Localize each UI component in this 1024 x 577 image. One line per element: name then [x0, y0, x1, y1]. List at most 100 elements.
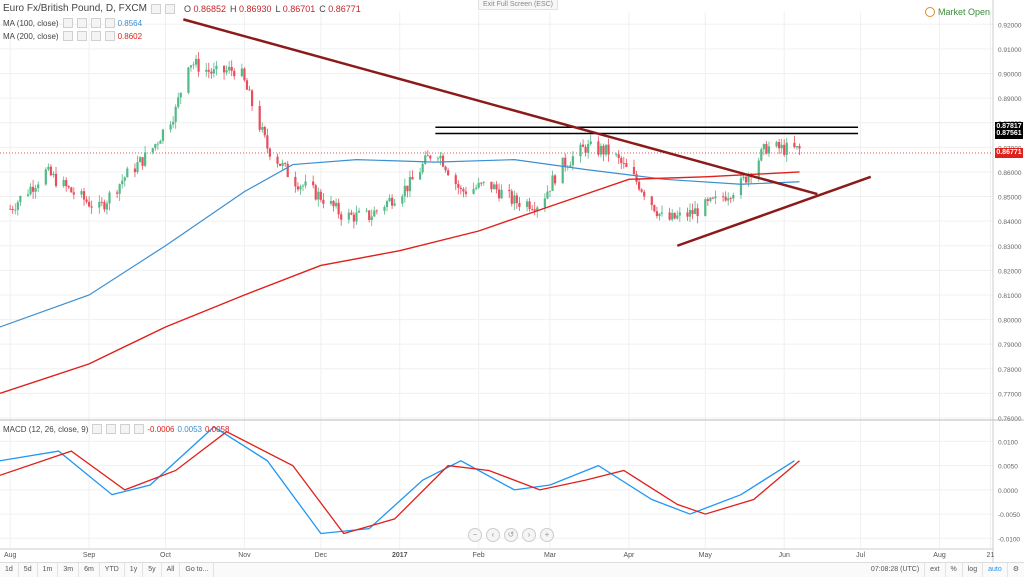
- candle-body: [546, 191, 549, 199]
- candle-body: [205, 69, 208, 72]
- candle-body: [783, 144, 786, 155]
- candle-body: [795, 146, 799, 148]
- candle-body: [462, 189, 465, 192]
- macd-axis-label: 0.0000: [998, 488, 1018, 495]
- candle-body: [599, 145, 602, 155]
- macd-more-icon[interactable]: [134, 424, 145, 434]
- candle-body: [706, 199, 709, 201]
- timeframe-ytd[interactable]: YTD: [100, 563, 125, 577]
- legend-settings-icon[interactable]: [164, 3, 175, 14]
- time-axis-label: Feb: [473, 552, 485, 559]
- timeframe-goto[interactable]: Go to...: [180, 563, 215, 577]
- candle-body: [337, 202, 340, 215]
- candle-body: [370, 216, 373, 221]
- candle-body: [515, 195, 518, 203]
- candle-body: [767, 146, 771, 154]
- ma200-eye-icon[interactable]: [62, 31, 73, 41]
- scale-auto-button[interactable]: auto: [982, 563, 1007, 577]
- timeframe-buttons: 1d 5d 1m 3m 6m YTD 1y 5y All Go to...: [0, 563, 215, 577]
- reset-chart-icon[interactable]: ↺: [504, 528, 518, 542]
- candle-body: [686, 212, 689, 217]
- ohlc-key: H: [230, 3, 237, 14]
- timeframe-1d[interactable]: 1d: [0, 563, 19, 577]
- candle-body: [615, 154, 618, 156]
- scale-ext-button[interactable]: ext: [924, 563, 944, 577]
- timeframe-1y[interactable]: 1y: [125, 563, 144, 577]
- candle-body: [373, 210, 376, 217]
- candle-body: [571, 156, 574, 166]
- ma200-more-icon[interactable]: [104, 31, 115, 41]
- candle-body: [284, 162, 287, 164]
- timeframe-5y[interactable]: 5y: [143, 563, 162, 577]
- candle-body: [80, 191, 83, 195]
- timeframe-6m[interactable]: 6m: [79, 563, 100, 577]
- scale-percent-button[interactable]: %: [944, 563, 962, 577]
- exit-full-screen-button[interactable]: Exit Full Screen (ESC): [478, 0, 559, 10]
- zoom-out-icon[interactable]: −: [468, 528, 482, 542]
- candle-body: [228, 66, 231, 71]
- candle-body: [793, 142, 796, 148]
- candle-body: [161, 129, 165, 141]
- ma100-settings-icon[interactable]: [76, 18, 87, 28]
- candle-body: [653, 205, 656, 212]
- candle-body: [54, 173, 58, 187]
- candle-body: [49, 166, 53, 176]
- zoom-in-icon[interactable]: +: [540, 528, 554, 542]
- macd-eye-icon[interactable]: [92, 424, 103, 434]
- candle-body: [579, 144, 582, 157]
- candle-body: [154, 144, 157, 149]
- timeframe-1m[interactable]: 1m: [38, 563, 59, 577]
- clock-icon: [924, 7, 935, 17]
- candle-body: [159, 140, 162, 144]
- symbol-title: Euro Fx/British Pound, D, FXCM: [3, 3, 147, 14]
- candle-body: [584, 146, 587, 153]
- settings-gear-icon[interactable]: ⚙: [1006, 563, 1024, 577]
- scroll-left-icon[interactable]: ‹: [486, 528, 500, 542]
- legend-toggle-icon[interactable]: [150, 3, 161, 14]
- timeframe-5d[interactable]: 5d: [19, 563, 38, 577]
- candle-body: [436, 158, 440, 160]
- candle-body: [508, 189, 511, 192]
- macd-line-value: 0.0053: [177, 424, 202, 434]
- candle-body: [762, 144, 765, 150]
- macd-line: [0, 426, 795, 535]
- candle-body: [286, 163, 289, 178]
- candle-body: [172, 121, 175, 125]
- candle-body: [340, 214, 343, 220]
- macd-settings-icon[interactable]: [106, 424, 117, 434]
- candle-body: [722, 196, 725, 198]
- macd-close-icon[interactable]: [120, 424, 131, 434]
- candle-body: [187, 67, 190, 93]
- candle-body: [32, 186, 35, 192]
- scale-log-button[interactable]: log: [961, 563, 982, 577]
- candle-body: [464, 191, 468, 194]
- candle-body: [116, 192, 119, 194]
- ascending-trendline-line: [676, 175, 872, 247]
- candle-body: [714, 196, 717, 199]
- candle-body: [268, 148, 271, 157]
- ma200-close-icon[interactable]: [90, 31, 101, 41]
- scroll-right-icon[interactable]: ›: [522, 528, 536, 542]
- candle-body: [744, 176, 748, 183]
- candle-body: [765, 144, 768, 154]
- candle-body: [492, 184, 496, 190]
- candle-body: [9, 208, 12, 210]
- ma100-more-icon[interactable]: [104, 18, 115, 28]
- candle-body: [391, 197, 394, 206]
- ma100-close-icon[interactable]: [90, 18, 101, 28]
- time-axis-label: Aug: [4, 552, 17, 559]
- ma100-eye-icon[interactable]: [62, 18, 73, 28]
- candle-body: [121, 180, 124, 185]
- candle-body: [439, 155, 442, 159]
- candle-body: [189, 65, 193, 68]
- ma200-settings-icon[interactable]: [76, 31, 87, 41]
- timeframe-3m[interactable]: 3m: [58, 563, 80, 577]
- candle-body: [775, 142, 778, 147]
- timeframe-all[interactable]: All: [162, 563, 181, 577]
- candle-body: [248, 89, 251, 91]
- candle-body: [495, 184, 498, 190]
- candle-body: [518, 202, 521, 207]
- price-axis-label: 0.83000: [998, 244, 1022, 251]
- candle-body: [429, 155, 432, 159]
